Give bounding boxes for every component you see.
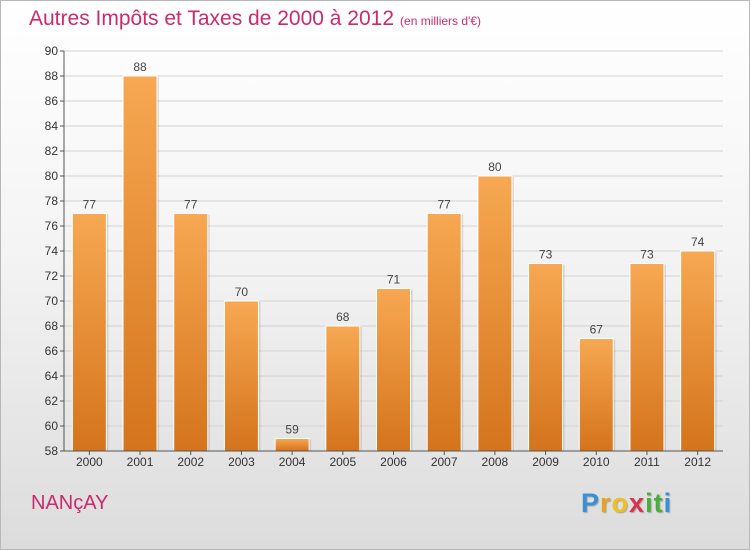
bar-2004 (274, 438, 310, 452)
y-tick-label: 74 (45, 244, 59, 258)
x-axis: 2000 2001 2002 2003 2004 2005 2006 2007 2008 2009… (76, 451, 711, 469)
y-tick-label: 68 (45, 319, 59, 333)
x-tick-label: 2000 (76, 455, 103, 469)
bar-2001 (122, 75, 158, 452)
bar-2007 (426, 213, 462, 452)
logo-letter: i (663, 488, 673, 518)
chart-subtitle: (en milliers d'€) (400, 14, 482, 28)
value-label-layer: 77 88 77 70 59 68 71 77 80 73 67 73 74 (83, 60, 705, 437)
logo-letter: o (611, 488, 630, 518)
y-tick-label: 72 (45, 269, 59, 283)
x-tick-label: 2002 (177, 455, 204, 469)
proxiti-logo: Proxiti (581, 488, 672, 519)
y-tick-label: 84 (45, 119, 59, 133)
bar-2005 (325, 325, 361, 452)
value-label: 74 (691, 235, 705, 249)
y-tick-label: 60 (45, 419, 59, 433)
y-tick-label: 88 (45, 69, 59, 83)
y-tick-label: 70 (45, 294, 59, 308)
bar-layer (71, 75, 717, 452)
x-tick-label: 2004 (279, 455, 306, 469)
x-tick-label: 2010 (583, 455, 610, 469)
y-tick-label: 58 (45, 444, 59, 458)
bar-2008 (477, 175, 513, 452)
bar-2002 (173, 213, 209, 452)
x-tick-label: 2001 (127, 455, 154, 469)
bar-2006 (376, 288, 411, 452)
bar-2000 (71, 213, 107, 452)
value-label: 88 (133, 60, 147, 74)
y-tick-label: 80 (45, 169, 59, 183)
y-tick-label: 76 (45, 219, 59, 233)
logo-letter: r (600, 488, 612, 518)
value-label: 77 (438, 198, 452, 212)
value-label: 68 (336, 310, 350, 324)
y-tick-label: 62 (45, 394, 59, 408)
value-label: 71 (387, 273, 401, 287)
logo-letter: i (645, 488, 654, 518)
logo-letter: x (629, 488, 646, 518)
bar-2011 (629, 263, 665, 452)
x-tick-label: 2011 (634, 455, 660, 469)
bar-2003 (223, 300, 259, 452)
commune-name: NANçAY (31, 492, 109, 514)
y-tick-label: 78 (45, 194, 59, 208)
value-label: 73 (539, 248, 553, 262)
x-tick-label: 2009 (532, 455, 559, 469)
y-tick-label: 86 (45, 94, 59, 108)
x-tick-label: 2012 (684, 455, 711, 469)
y-axis: 58 60 62 64 66 68 70 72 74 76 78 80 82 84 86 88 90 (45, 44, 64, 458)
value-label: 73 (640, 248, 654, 262)
value-label: 77 (83, 198, 97, 212)
chart-title-text: Autres Impôts et Taxes de 2000 à 2012 (29, 7, 395, 30)
x-tick-label: 2005 (329, 455, 356, 469)
chart-title: Autres Impôts et Taxes de 2000 à 2012 (en… (29, 7, 481, 31)
value-label: 67 (590, 323, 604, 337)
y-tick-label: 66 (45, 344, 59, 358)
bar-2009 (528, 263, 564, 452)
axis-lines (63, 51, 723, 452)
y-tick-label: 82 (45, 144, 59, 158)
x-tick-label: 2003 (228, 455, 255, 469)
logo-letter: t (653, 488, 664, 518)
y-tick-label: 90 (45, 44, 59, 58)
value-label: 80 (488, 160, 502, 174)
x-tick-label: 2006 (380, 455, 407, 469)
y-tick-label: 64 (45, 369, 59, 383)
value-label: 59 (285, 423, 299, 437)
bar-2010 (578, 338, 614, 452)
logo-letter: P (581, 488, 601, 518)
bar-2012 (680, 250, 716, 452)
x-tick-label: 2007 (431, 455, 458, 469)
value-label: 77 (184, 198, 198, 212)
value-label: 70 (235, 285, 249, 299)
x-tick-label: 2008 (482, 455, 509, 469)
